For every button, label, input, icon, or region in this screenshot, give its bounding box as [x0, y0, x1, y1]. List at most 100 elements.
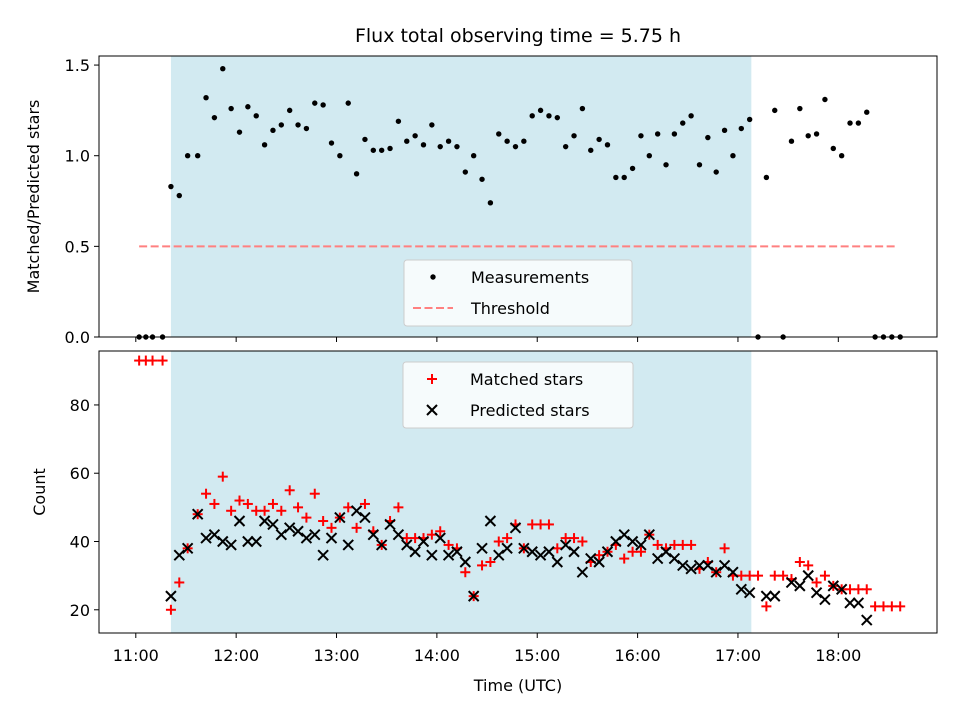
- measurement-point: [638, 133, 644, 139]
- measurement-point: [621, 174, 627, 181]
- y-tick-label: 40: [70, 533, 90, 552]
- matched-point: [744, 570, 755, 581]
- predicted-point-b: [518, 542, 530, 555]
- matched-point: [736, 570, 747, 581]
- matched-point: [778, 570, 789, 581]
- measurement-point: [211, 114, 218, 121]
- predicted-point-b: [375, 539, 388, 551]
- predicted-point-b: [283, 522, 296, 534]
- measurement-point: [772, 107, 778, 114]
- matched-point: [845, 584, 856, 595]
- predicted-point-b: [743, 587, 756, 599]
- predicted-point-b: [643, 528, 656, 541]
- legend-label: Measurements: [471, 268, 589, 287]
- predicted-point-b: [484, 515, 497, 527]
- x-tick-label: 15:00: [514, 646, 560, 665]
- predicted-point: [651, 552, 664, 565]
- measurement-point: [412, 133, 418, 139]
- measurement-point: [470, 153, 477, 159]
- y-tick-label: 0.0: [65, 328, 90, 347]
- predicted-point-b: [677, 559, 689, 572]
- measurement-point: [788, 138, 795, 144]
- matched-point: [719, 543, 730, 554]
- predicted-point: [409, 546, 421, 558]
- predicted-point-b: [760, 590, 773, 602]
- measurement-point: [537, 107, 544, 114]
- predicted-point: [593, 556, 605, 568]
- legend-box: [402, 361, 634, 429]
- predicted-point-b: [710, 566, 722, 578]
- y-axis-title: Count: [30, 468, 49, 516]
- matched-point: [577, 536, 588, 547]
- predicted-point: [359, 511, 371, 524]
- legend-x-b: [426, 404, 438, 416]
- predicted-point: [802, 569, 814, 582]
- x-tick-label: 16:00: [615, 646, 661, 665]
- matched-point: [794, 556, 805, 567]
- y-tick-label: 0.5: [65, 237, 90, 256]
- predicted-point: [200, 532, 212, 544]
- predicted-point-b: [476, 542, 488, 555]
- predicted-point-b: [442, 549, 455, 561]
- predicted-point: [350, 505, 363, 517]
- predicted-point-b: [810, 587, 823, 599]
- predicted-point-b: [401, 539, 413, 551]
- matched-point: [351, 522, 362, 533]
- predicted-point-b: [526, 546, 538, 558]
- predicted-point: [434, 532, 446, 544]
- predicted-point: [342, 539, 354, 551]
- predicted-point: [292, 525, 304, 537]
- measurement-point: [370, 147, 377, 153]
- predicted-point: [526, 546, 538, 558]
- predicted-point-b: [626, 535, 639, 548]
- measurement-point: [245, 104, 251, 110]
- matched-point: [895, 601, 906, 612]
- y-tick-label: 1.0: [65, 147, 90, 166]
- predicted-point: [685, 563, 697, 575]
- x-tick-label: 17:00: [715, 646, 761, 665]
- figure-title: Flux total observing time = 5.75 h: [355, 25, 681, 47]
- legend: Matched stars Predicted stars: [402, 361, 634, 429]
- matched-point: [242, 498, 253, 509]
- predicted-point-b: [593, 556, 605, 568]
- predicted-point-b: [543, 546, 555, 558]
- predicted-point: [543, 546, 555, 558]
- predicted-point-b: [861, 614, 873, 626]
- predicted-point-b: [568, 546, 580, 558]
- measurement-point: [847, 120, 853, 126]
- measurement-point: [445, 138, 452, 144]
- matched-point: [627, 546, 638, 557]
- predicted-point-b: [660, 546, 672, 558]
- predicted-point: [401, 539, 413, 551]
- measurement-point: [312, 100, 318, 106]
- measurement-point: [168, 183, 174, 190]
- matched-point: [477, 560, 488, 571]
- matched-point: [761, 601, 772, 612]
- predicted-point: [501, 542, 513, 555]
- predicted-point: [484, 515, 497, 527]
- measurement-point: [362, 136, 368, 143]
- matched-point: [234, 495, 245, 506]
- predicted-point-b: [718, 559, 731, 572]
- predicted-point: [467, 590, 480, 602]
- measurement-point: [253, 113, 259, 119]
- matched-point: [594, 550, 605, 561]
- predicted-point-b: [250, 535, 262, 548]
- matched-point: [853, 584, 864, 595]
- predicted-point: [735, 583, 748, 596]
- measurement-point: [404, 138, 410, 144]
- x-tick-label: 18:00: [815, 646, 861, 665]
- legend: Measurements Threshold: [403, 259, 633, 327]
- predicted-point: [827, 580, 840, 592]
- measurement-point: [395, 118, 402, 124]
- measurement-point: [696, 162, 703, 168]
- predicted-point: [585, 552, 597, 565]
- predicted-point: [325, 532, 338, 544]
- measurement-point: [688, 113, 694, 119]
- predicted-point-b: [181, 542, 194, 555]
- matched-point: [677, 539, 688, 550]
- predicted-point-b: [844, 597, 856, 609]
- measurement-point: [663, 162, 669, 168]
- y-tick-label: 80: [70, 396, 90, 415]
- measurement-point: [613, 174, 619, 181]
